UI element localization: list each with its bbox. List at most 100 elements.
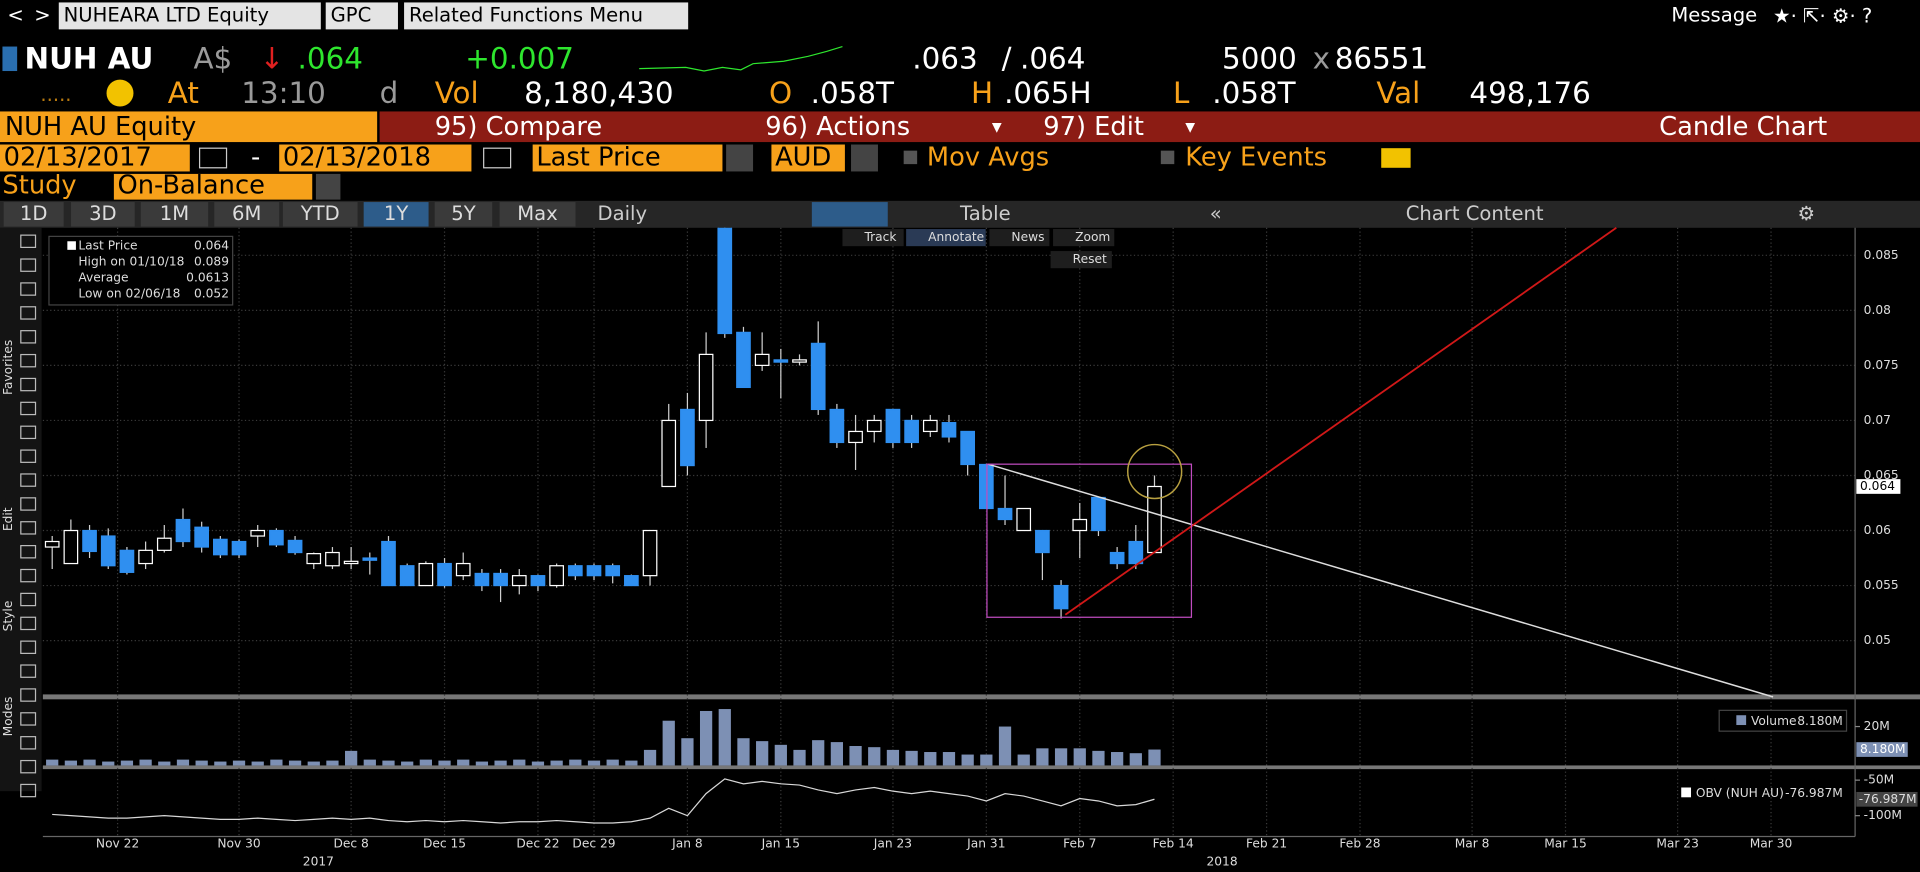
tool-icon[interactable] bbox=[20, 688, 37, 702]
tool-icon[interactable] bbox=[20, 234, 37, 249]
tab[interactable] bbox=[71, 202, 135, 227]
icons[interactable]: ★· ⇱· ⚙· ? bbox=[1773, 5, 1872, 28]
actions-menu[interactable]: 96) Actions bbox=[765, 112, 910, 142]
tool-icon[interactable] bbox=[20, 521, 37, 535]
frequency[interactable]: Daily bbox=[598, 202, 648, 225]
study-box[interactable] bbox=[113, 173, 313, 200]
tab-label[interactable]: 1M bbox=[160, 202, 189, 225]
calendar-icon[interactable] bbox=[198, 147, 228, 169]
end-box[interactable] bbox=[279, 144, 472, 172]
trend-line[interactable] bbox=[1064, 227, 1617, 616]
key-events[interactable]: Key Events bbox=[1185, 142, 1327, 172]
tool-icon[interactable] bbox=[20, 258, 37, 272]
tool-icon[interactable] bbox=[20, 759, 37, 774]
tool-label[interactable]: Zoom bbox=[1075, 230, 1110, 244]
dropdown[interactable] bbox=[315, 173, 341, 200]
volume-bar bbox=[438, 760, 451, 766]
dropdown[interactable] bbox=[726, 144, 754, 172]
tool-button[interactable] bbox=[989, 229, 1050, 247]
x-tick-label: Mar 23 bbox=[1656, 836, 1699, 850]
tool-icon[interactable] bbox=[20, 473, 37, 487]
tool-button[interactable] bbox=[842, 229, 904, 247]
source-box[interactable] bbox=[325, 2, 398, 30]
start-date[interactable]: 02/13/2017 bbox=[4, 142, 152, 172]
menu-box[interactable] bbox=[404, 2, 689, 30]
tool-button[interactable] bbox=[1050, 251, 1112, 269]
tab[interactable] bbox=[363, 202, 429, 227]
chart-content[interactable]: Chart Content bbox=[1406, 202, 1544, 225]
tool-icon[interactable] bbox=[20, 664, 37, 678]
checkbox[interactable] bbox=[903, 150, 918, 165]
tab-label[interactable]: 1Y bbox=[384, 202, 408, 225]
currency-box[interactable] bbox=[771, 144, 845, 172]
mov-avgs[interactable]: Mov Avgs bbox=[927, 142, 1049, 172]
info-icon[interactable] bbox=[1381, 148, 1411, 168]
tool-icon[interactable] bbox=[20, 783, 37, 798]
tab-label[interactable]: 5Y bbox=[451, 202, 475, 225]
forward-button[interactable]: > bbox=[34, 3, 50, 26]
tab[interactable] bbox=[282, 202, 358, 227]
time-flag: d bbox=[380, 76, 399, 110]
tool-icon[interactable] bbox=[20, 282, 37, 296]
tab-label[interactable]: 6M bbox=[232, 202, 261, 225]
study[interactable]: On-Balance bbox=[118, 171, 265, 201]
tool-button[interactable] bbox=[906, 229, 986, 247]
compare-menu[interactable]: 95) Compare bbox=[435, 112, 602, 142]
tool-icon[interactable] bbox=[20, 449, 37, 463]
tab[interactable] bbox=[434, 202, 493, 227]
edit-menu[interactable]: 97) Edit bbox=[1043, 112, 1144, 142]
tab[interactable] bbox=[140, 202, 209, 227]
annotation-circle[interactable] bbox=[1127, 443, 1183, 500]
currency-field[interactable]: AUD bbox=[775, 142, 831, 172]
checkbox[interactable] bbox=[1160, 150, 1175, 165]
menu-field[interactable]: Related Functions Menu bbox=[409, 3, 643, 26]
start-box[interactable] bbox=[0, 144, 190, 172]
tool-icon[interactable] bbox=[20, 736, 37, 750]
settings-icon[interactable]: ⚙ bbox=[1798, 202, 1816, 225]
back-button[interactable]: < bbox=[7, 3, 23, 26]
tool-icon[interactable] bbox=[20, 377, 37, 392]
volume-bar bbox=[1054, 748, 1068, 766]
tool-icon[interactable] bbox=[20, 497, 37, 511]
tool-icon[interactable] bbox=[20, 545, 37, 559]
table-tab[interactable]: Table bbox=[959, 202, 1011, 225]
tool-icon[interactable] bbox=[20, 425, 37, 440]
dropdown[interactable] bbox=[851, 144, 878, 172]
tab-label[interactable]: 1D bbox=[20, 202, 48, 225]
security-field[interactable]: NUHEARA LTD Equity bbox=[64, 3, 269, 26]
candle-body bbox=[381, 540, 396, 587]
volume-bar bbox=[251, 761, 264, 766]
tool-icon[interactable] bbox=[20, 306, 37, 320]
collapse[interactable]: « bbox=[1210, 202, 1222, 225]
tool-icon[interactable] bbox=[20, 640, 37, 655]
tool-icon[interactable] bbox=[20, 616, 37, 631]
tab[interactable] bbox=[499, 202, 576, 227]
tool-icon[interactable] bbox=[20, 401, 37, 416]
tab-label[interactable]: YTD bbox=[300, 202, 340, 225]
tool-button[interactable] bbox=[1053, 229, 1115, 247]
tool-icon[interactable] bbox=[20, 592, 37, 607]
tool-icon[interactable] bbox=[20, 712, 37, 726]
x-tick-label: Dec 22 bbox=[516, 836, 559, 850]
tab-label[interactable]: Max bbox=[517, 202, 557, 225]
tool-label[interactable]: Annotate bbox=[928, 230, 984, 244]
tab[interactable] bbox=[3, 202, 64, 227]
tab-label[interactable]: 3D bbox=[89, 202, 117, 225]
candle-button[interactable] bbox=[811, 202, 888, 227]
tool-label[interactable]: News bbox=[1011, 230, 1044, 244]
tool-icon[interactable] bbox=[20, 330, 37, 344]
tool-label[interactable]: Reset bbox=[1073, 252, 1107, 266]
calendar-icon[interactable] bbox=[483, 147, 512, 169]
tool-icon[interactable] bbox=[20, 568, 37, 583]
field[interactable]: Last Price bbox=[536, 142, 660, 172]
trend-line[interactable] bbox=[987, 463, 1774, 698]
annotation-box[interactable] bbox=[986, 463, 1193, 618]
source-field[interactable]: GPC bbox=[331, 3, 372, 26]
field-box[interactable] bbox=[532, 144, 723, 172]
tab[interactable] bbox=[214, 202, 280, 227]
security-box[interactable] bbox=[58, 2, 321, 30]
message-button[interactable]: Message bbox=[1671, 3, 1757, 26]
tool-label[interactable]: Track bbox=[863, 230, 897, 244]
tool-icon[interactable] bbox=[20, 353, 37, 368]
end-date[interactable]: 02/13/2018 bbox=[283, 142, 431, 172]
